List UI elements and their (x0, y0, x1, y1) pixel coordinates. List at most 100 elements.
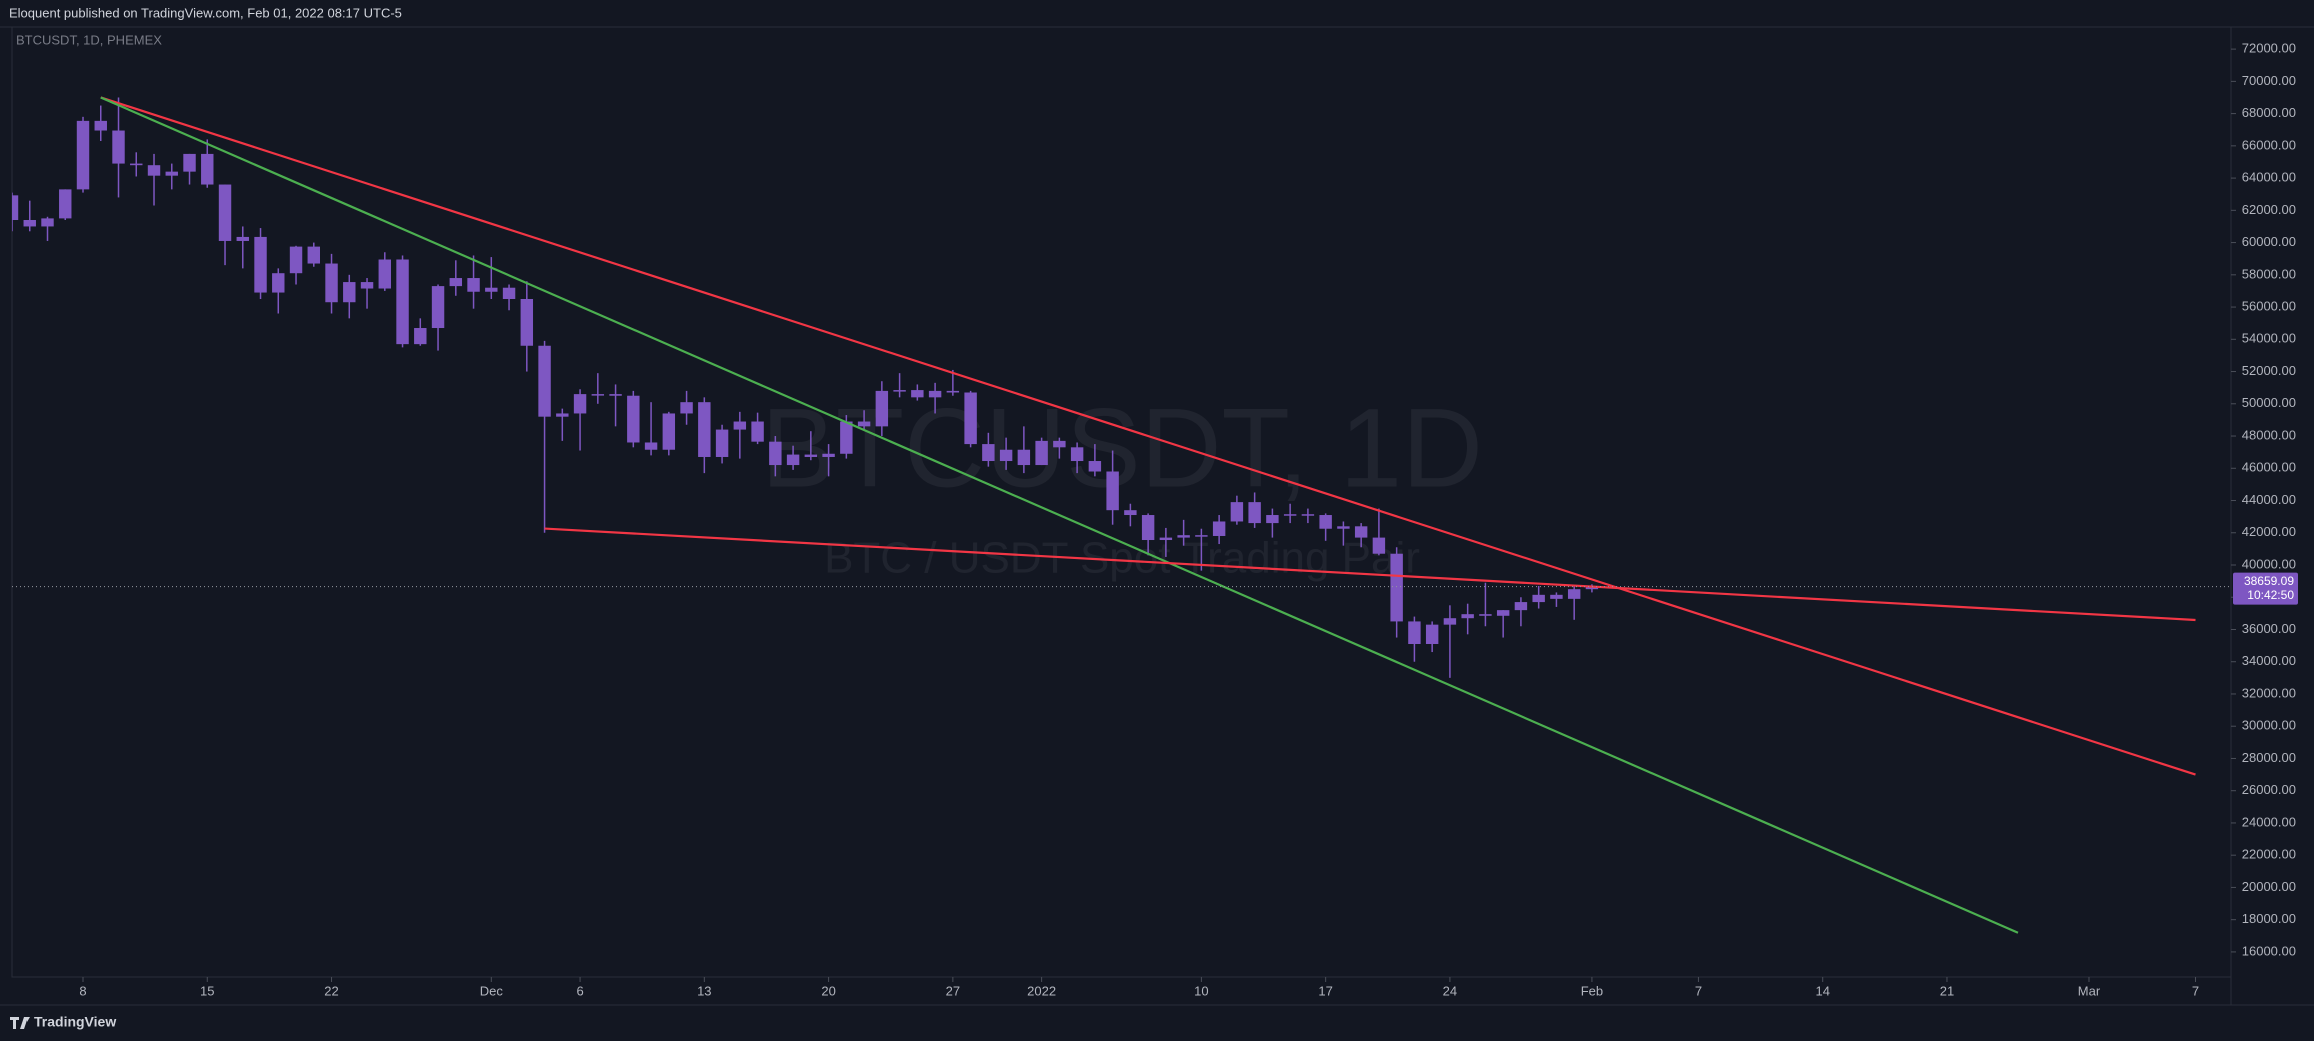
last-price-box (2233, 572, 2298, 605)
candle-body (982, 444, 995, 462)
x-tick-label: Dec (480, 983, 504, 998)
trend-line (544, 527, 2196, 622)
candle-body (1212, 521, 1226, 536)
candle-body (857, 421, 871, 427)
candle-body (147, 165, 161, 176)
candle-body (1532, 594, 1545, 603)
y-tick-label: 22000.00 (2242, 847, 2296, 862)
x-tick-label: 10 (1194, 983, 1208, 998)
x-tick-label: 7 (1695, 983, 1702, 998)
candle-body (467, 278, 480, 292)
candle-body (76, 120, 90, 190)
candle-body (414, 328, 427, 345)
candle-body (289, 246, 303, 274)
y-tick-label: 30000.00 (2242, 718, 2296, 733)
candle-body (1567, 589, 1581, 599)
candle-body (644, 442, 658, 450)
candle-body (1408, 621, 1421, 644)
y-tick-label: 70000.00 (2242, 73, 2296, 88)
y-tick-label: 26000.00 (2242, 782, 2296, 797)
candle-body (1283, 514, 1297, 516)
x-tick-label: 20 (821, 983, 835, 998)
trend-line (100, 96, 2019, 934)
candle-body (1443, 618, 1457, 625)
y-tick-label: 58000.00 (2242, 266, 2296, 281)
candle-body (1266, 515, 1279, 524)
y-tick-label: 68000.00 (2242, 105, 2296, 120)
candle-body (1479, 614, 1492, 616)
y-tick-label: 24000.00 (2242, 814, 2296, 829)
symbol-info: BTCUSDT, 1D, PHEMEX (16, 32, 162, 47)
candle-body (786, 454, 800, 466)
candle-body (538, 345, 551, 417)
y-tick-label: 44000.00 (2242, 492, 2296, 507)
header-bar (0, 0, 2314, 27)
candle-body (609, 394, 622, 396)
y-tick-label: 56000.00 (2242, 298, 2296, 313)
watermark-subtitle: BTC / USDT Spot Trading Pair (824, 534, 1420, 583)
x-tick-label: 22 (324, 983, 338, 998)
candle-body (1550, 594, 1563, 599)
candle-body (1035, 440, 1048, 466)
candle-body (94, 120, 107, 131)
candle-body (715, 429, 729, 457)
candle-body (875, 390, 889, 427)
x-tick-label: 7 (2192, 983, 2199, 998)
candle-body (733, 421, 747, 430)
x-tick-label: 17 (1318, 983, 1332, 998)
x-tick-label: 8 (79, 983, 86, 998)
brand-name[interactable]: TradingView (34, 1014, 116, 1030)
y-tick-label: 36000.00 (2242, 621, 2296, 636)
candle-body (41, 218, 54, 227)
candle-body (964, 392, 977, 445)
candle-body (1159, 537, 1173, 541)
candle-body (183, 153, 196, 172)
candle-body (272, 273, 285, 293)
candle-body (343, 282, 356, 303)
candle-body (520, 298, 534, 346)
y-tick-label: 34000.00 (2242, 653, 2296, 668)
candle-body (1461, 614, 1474, 619)
candle-body (698, 402, 711, 457)
candle-body (1088, 461, 1102, 472)
y-tick-label: 72000.00 (2242, 41, 2296, 56)
candle-body (556, 413, 569, 417)
x-tick-label: 15 (200, 983, 214, 998)
candle-body (1425, 624, 1439, 644)
candle-body (1017, 449, 1031, 466)
candle-body (911, 390, 924, 398)
y-tick-label: 52000.00 (2242, 363, 2296, 378)
x-tick-label: Mar (2078, 983, 2101, 998)
candle-body (449, 278, 463, 287)
candle-body (1514, 602, 1528, 611)
candle-body (822, 453, 835, 457)
logo-mark (10, 1017, 30, 1029)
candle-body (573, 394, 587, 414)
candle-body (1195, 535, 1208, 537)
candle-body (1585, 586, 1599, 590)
candle-body (502, 287, 516, 299)
candle-body (1124, 510, 1137, 516)
candle-body (23, 220, 36, 227)
x-tick-label: 14 (1815, 983, 1829, 998)
candle-body (378, 259, 392, 289)
candle-body (662, 413, 676, 450)
candle-body (1354, 526, 1368, 538)
watermark: BTCUSDT, 1D (761, 386, 1483, 511)
candle-body (769, 441, 782, 466)
candle-body (218, 184, 232, 241)
candle-body (1230, 502, 1244, 522)
candle-body (946, 390, 960, 393)
candle-body (1248, 502, 1261, 524)
last-price-label: 38659.09 (2244, 574, 2294, 588)
candle-body (431, 286, 445, 329)
y-tick-label: 20000.00 (2242, 879, 2296, 894)
candle-body (254, 236, 267, 293)
candle-body (1070, 447, 1084, 462)
candle-body (12, 195, 19, 221)
candle-body (627, 395, 640, 443)
candle-body (59, 189, 72, 219)
candle-body (1141, 515, 1155, 541)
candle-body (1337, 526, 1350, 529)
candle-body (928, 390, 942, 398)
